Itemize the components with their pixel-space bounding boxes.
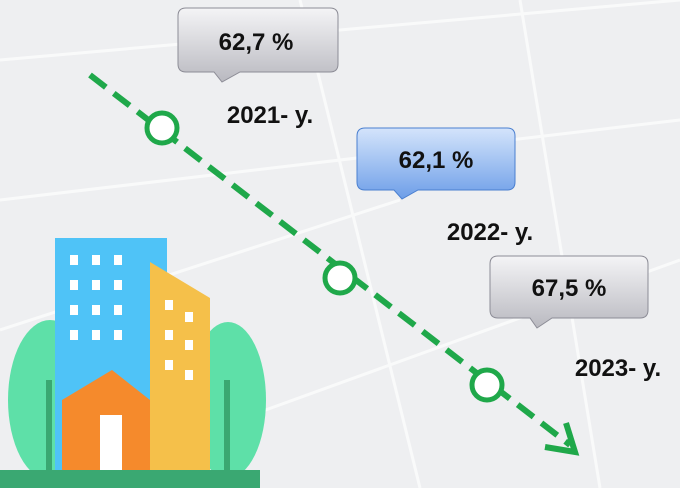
value-label: 62,7 % — [219, 29, 294, 56]
year-label: 2023- y. — [575, 355, 661, 382]
canvas: 62,7 % 2021- y. 62,1 % 2022- y. 67,5 % 2… — [0, 0, 680, 488]
value-label: 67,5 % — [532, 275, 607, 302]
year-label: 2021- y. — [227, 102, 313, 129]
value-label: 62,1 % — [399, 147, 474, 174]
infographic: 62,7 % 2021- y. 62,1 % 2022- y. 67,5 % 2… — [0, 0, 680, 488]
year-label: 2022- y. — [447, 219, 533, 246]
buildings-illustration — [0, 238, 266, 488]
